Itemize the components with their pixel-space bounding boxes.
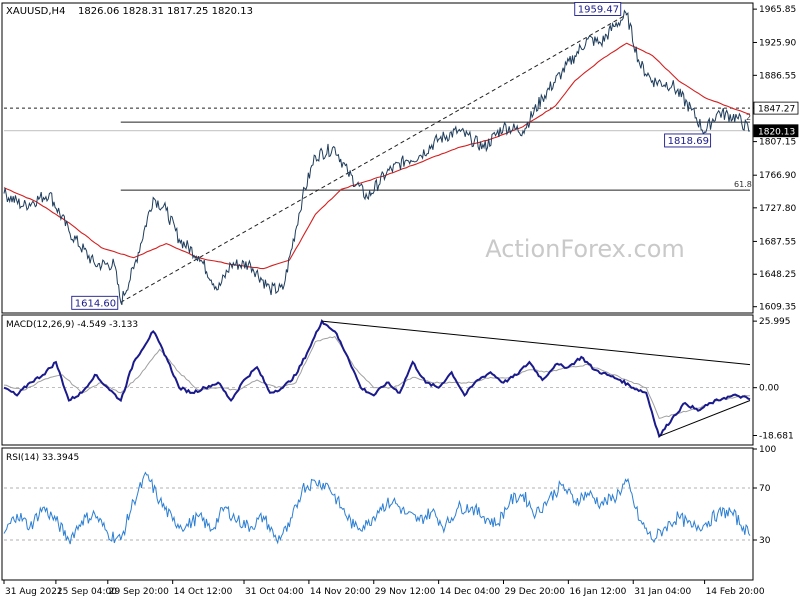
time-axis-label: 14 Dec 04:00 [440, 587, 501, 597]
price-series-line [3, 9, 751, 306]
current-price-tag-box [753, 124, 799, 138]
price-axis-label: 1648.25 [759, 270, 796, 280]
price-axis-label: 1727.80 [759, 204, 796, 214]
macd-layer: 25.995 0.00 -18.681 [3, 317, 794, 442]
macd-axis-label: -18.681 [759, 432, 794, 442]
resistance-tag-box [753, 101, 799, 115]
price-lines-layer: 1959.47 1614.60 1818.69 [3, 2, 751, 310]
ema-series-line [3, 42, 751, 270]
time-axis-label: 14 Nov 20:00 [310, 587, 371, 597]
fib-level-tag: 2 [746, 113, 751, 122]
price-axis-label: 1925.90 [759, 38, 796, 48]
watermark: ActionForex.com [485, 235, 685, 263]
time-axis-label: 15 Sep 04:00 [57, 587, 117, 597]
time-axis-label: 29 Sep 20:00 [109, 587, 169, 597]
macd-signal-line [3, 335, 750, 419]
macd-trendline [321, 320, 751, 366]
time-axis-label: 29 Dec 20:00 [504, 587, 565, 597]
price-panel-frame [1, 2, 754, 314]
price-axis-label: 1886.55 [759, 71, 796, 81]
macd-axis-label: 0.00 [759, 384, 779, 394]
price-axis-label: 1609.35 [759, 303, 796, 313]
time-axis-label: 31 Oct 04:00 [245, 587, 304, 597]
rsi-layer: 100 70 30 [3, 445, 776, 546]
current-price-tag-text: 1820.13 [758, 127, 795, 137]
price-annotation-box [71, 295, 119, 310]
rsi-axis-label: 30 [759, 536, 771, 546]
rsi-series-line [3, 471, 751, 545]
header-symbol: XAUUSD,H4 [6, 6, 65, 17]
fib-level-label: 61.8 [734, 180, 752, 189]
rsi-axis-label: 100 [759, 445, 776, 455]
rsi-label: RSI(14) 33.3945 [6, 453, 79, 463]
price-axis-label: 1965.85 [759, 5, 796, 15]
price-axis-label: 1687.55 [759, 237, 796, 247]
price-axis-label: 1807.15 [759, 138, 796, 148]
macd-panel-frame [1, 314, 754, 446]
time-axis-label: 31 Jan 04:00 [634, 587, 691, 597]
rsi-axis-label: 70 [759, 484, 771, 494]
price-grid-layer: 61.82 [4, 14, 752, 303]
price-annotation-box [664, 133, 712, 148]
price-annotation-text: 1614.60 [75, 298, 116, 309]
price-axis-label: 1766.90 [759, 171, 796, 181]
time-axis-label: 31 Aug 2022 [5, 587, 63, 597]
price-annotation-text: 1959.47 [578, 4, 619, 15]
price-annotation-text: 1818.69 [668, 136, 709, 147]
macd-trendline [658, 400, 751, 437]
price-axis-layer: 1965.85 1925.90 1886.55 1847.27 1807.15 1766.… [753, 5, 799, 313]
time-axis-label: 29 Nov 12:00 [375, 587, 436, 597]
channel-line [120, 14, 627, 303]
macd-label: MACD(12,26,9) -4.549 -3.133 [6, 320, 138, 330]
macd-axis-label: 25.995 [759, 317, 791, 327]
price-annotation-box [574, 2, 622, 16]
resistance-tag-text: 1847.27 [758, 105, 795, 115]
header-ohlc: 1826.06 1828.31 1817.25 1820.13 [78, 6, 253, 17]
macd-main-line [3, 318, 751, 439]
time-axis-label: 14 Feb 20:00 [706, 587, 765, 597]
time-axis-label: 14 Oct 12:00 [174, 587, 233, 597]
rsi-panel-frame [1, 447, 754, 581]
time-axis-label: 16 Jan 12:00 [569, 587, 626, 597]
